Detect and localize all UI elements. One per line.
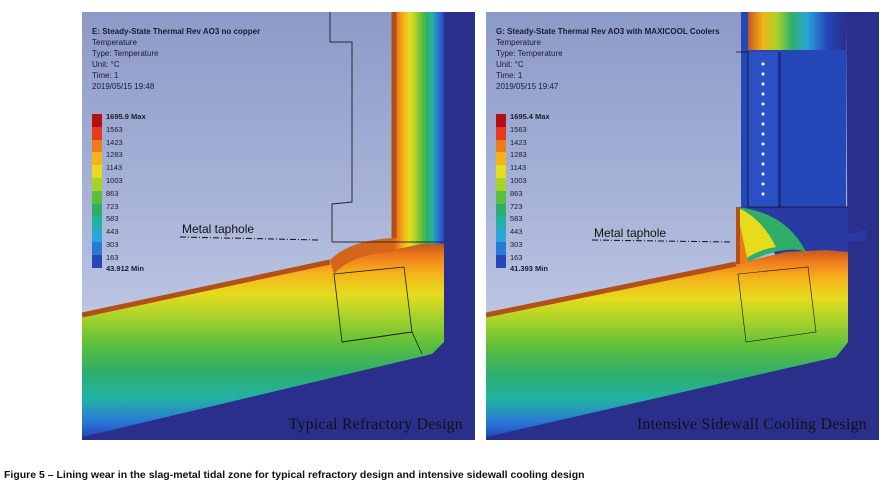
legend-label: 1423 [510, 137, 527, 147]
info-line: Time: 1 [496, 71, 523, 80]
legend-swatch [92, 139, 102, 153]
legend-label: 41.393 Min [510, 263, 548, 273]
thermal-plot-typical-refractory: E: Steady-State Thermal Rev AO3 no coppe… [82, 12, 475, 440]
legend-label: 1143 [510, 163, 527, 173]
info-line: Type: Temperature [92, 49, 159, 58]
legend-label: 303 [510, 239, 523, 249]
legend-swatch [496, 190, 506, 204]
legend-swatch [496, 139, 506, 153]
legend-swatch [496, 177, 506, 191]
plot-info-block: G: Steady-State Thermal Rev AO3 with MAX… [496, 26, 720, 92]
legend-label: 1423 [106, 137, 123, 147]
info-line: 2019/05/15 19:48 [92, 82, 155, 91]
legend-label: 1563 [510, 124, 527, 134]
legend-label: 1283 [106, 150, 123, 160]
legend-swatch [496, 114, 506, 127]
legend-swatch [92, 203, 102, 217]
legend-swatch [496, 152, 506, 166]
legend-swatch [92, 229, 102, 242]
info-line: Time: 1 [92, 71, 119, 80]
legend-label: 163 [510, 252, 523, 262]
legend-label: 583 [106, 214, 119, 224]
legend-swatch [92, 254, 102, 268]
legend-swatch [92, 241, 102, 255]
legend-swatch [92, 190, 102, 204]
legend-label: 723 [106, 201, 119, 211]
design-label: Typical Refractory Design [288, 416, 463, 433]
legend-swatch [92, 126, 102, 140]
thermal-contour-image [486, 12, 879, 440]
thermal-plot-intensive-cooling: G: Steady-State Thermal Rev AO3 with MAX… [486, 12, 879, 440]
legend-swatch [496, 126, 506, 140]
legend-label: 1695.9 Max [106, 112, 146, 121]
legend-swatch [92, 152, 102, 166]
taphole-annotation: Metal taphole [594, 226, 667, 240]
plot-info-block: E: Steady-State Thermal Rev AO3 no coppe… [92, 26, 260, 92]
legend-label: 43.912 Min [106, 263, 144, 273]
figure-caption: Figure 5 – Lining wear in the slag-metal… [4, 469, 585, 481]
legend-label: 1143 [106, 163, 123, 173]
legend-swatch [496, 165, 506, 178]
cooler-channel-dots [761, 62, 765, 196]
legend-swatch [496, 229, 506, 242]
info-line: Type: Temperature [496, 49, 563, 58]
legend-swatch [496, 241, 506, 255]
legend-swatch [496, 203, 506, 217]
legend-label: 163 [106, 252, 119, 262]
legend-label: 303 [106, 239, 119, 249]
plot-title: G: Steady-State Thermal Rev AO3 with MAX… [496, 27, 720, 36]
legend-swatch [92, 165, 102, 178]
legend-label: 1283 [510, 150, 527, 160]
thermal-contour-image [82, 12, 475, 440]
info-line: Temperature [92, 38, 137, 47]
legend-label: 1695.4 Max [510, 112, 550, 121]
plot-title: E: Steady-State Thermal Rev AO3 no coppe… [92, 27, 261, 36]
legend-label: 1003 [510, 175, 527, 185]
info-line: Temperature [496, 38, 541, 47]
legend-swatch [496, 254, 506, 268]
info-line: Unit: °C [496, 60, 524, 69]
legend-label: 1563 [106, 124, 123, 134]
legend-swatch [496, 216, 506, 230]
legend-label: 1003 [106, 175, 123, 185]
taphole-annotation: Metal taphole [182, 222, 255, 236]
legend-label: 863 [510, 188, 523, 198]
legend-label: 443 [106, 227, 119, 237]
temperature-legend: 1695.4 Max 1563 1423 1283 1143 1003 863 … [496, 112, 556, 280]
info-line: Unit: °C [92, 60, 120, 69]
info-line: 2019/05/15 19:47 [496, 82, 559, 91]
legend-swatch [92, 177, 102, 191]
temperature-legend: 1695.9 Max 1563 1423 1283 1143 1003 863 … [92, 112, 152, 280]
legend-label: 583 [510, 214, 523, 224]
legend-label: 723 [510, 201, 523, 211]
design-label: Intensive Sidewall Cooling Design [636, 416, 867, 433]
legend-label: 443 [510, 227, 523, 237]
legend-swatch [92, 114, 102, 127]
legend-swatch [92, 216, 102, 230]
legend-label: 863 [106, 188, 119, 198]
